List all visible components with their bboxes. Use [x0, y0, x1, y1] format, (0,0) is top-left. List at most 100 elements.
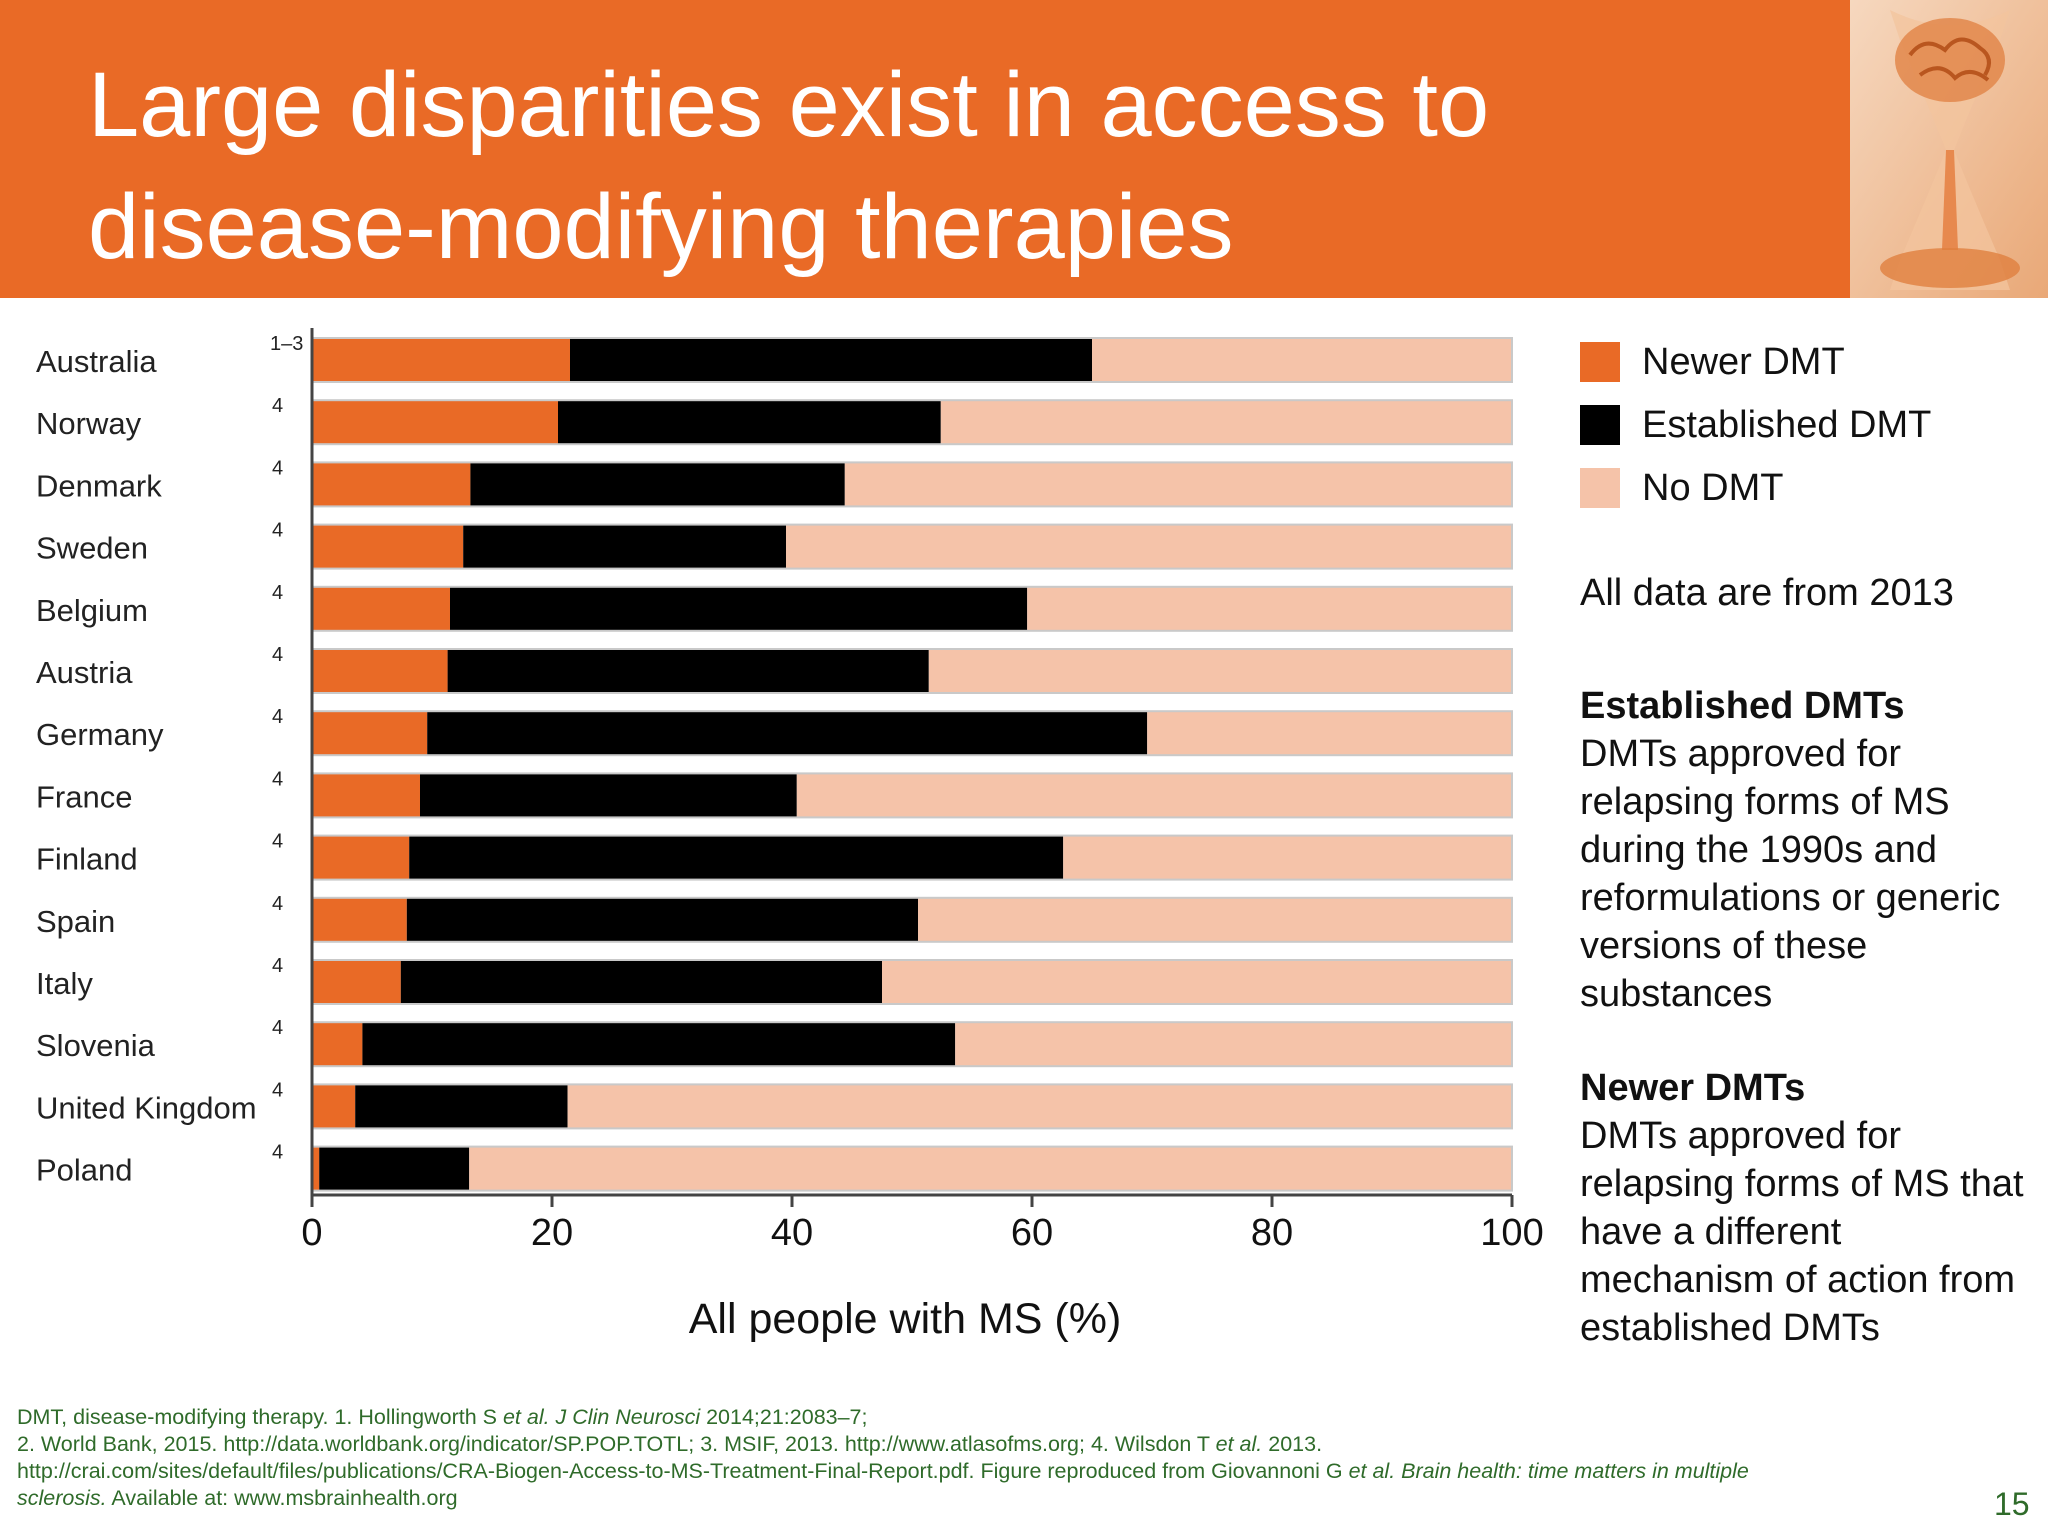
category-label-italy: Italy — [36, 966, 93, 1001]
reference-mark-united-kingdom: 4 — [272, 1079, 283, 1101]
reference-mark-germany: 4 — [272, 706, 283, 728]
category-label-slovenia: Slovenia — [36, 1028, 156, 1063]
reference-mark-poland: 4 — [272, 1142, 283, 1164]
x-axis-title: All people with MS (%) — [689, 1295, 1122, 1343]
bar-australia-established-dmt — [570, 338, 1092, 382]
references-footnote: DMT, disease-modifying therapy. 1. Holli… — [17, 1404, 1917, 1512]
category-label-united-kingdom: United Kingdom — [36, 1090, 257, 1125]
bar-austria-no-dmt — [928, 649, 1512, 693]
reference-mark-france: 4 — [272, 768, 283, 790]
bar-finland-established-dmt — [409, 835, 1064, 880]
bar-france-newer-dmt — [312, 773, 420, 818]
reference-mark-italy: 4 — [272, 955, 283, 977]
bar-sweden-established-dmt — [463, 524, 786, 569]
bar-spain-no-dmt — [918, 897, 1512, 942]
bar-denmark-established-dmt — [470, 462, 845, 507]
category-labels: Australia 1–3 Norway 4 Denmark 4 Sweden 4 Belgiu… — [36, 333, 303, 1188]
reference-mark-denmark: 4 — [272, 457, 283, 479]
category-label-germany: Germany — [36, 717, 164, 752]
bar-italy-no-dmt — [882, 960, 1512, 1004]
bar-spain-established-dmt — [406, 897, 918, 942]
category-label-spain: Spain — [36, 904, 115, 939]
category-label-france: France — [36, 779, 132, 814]
established-dmt-title: Established DMTs — [1580, 685, 1905, 727]
legend-swatch-newer-dmt — [1580, 342, 1620, 382]
x-tick-label-0: 0 — [301, 1212, 322, 1254]
category-label-poland: Poland — [36, 1153, 133, 1188]
legend-label-no-dmt: No DMT — [1642, 467, 1784, 509]
established-dmt-definition: Established DMTs DMTs approved for relap… — [1580, 682, 2040, 1018]
bar-germany-no-dmt — [1147, 711, 1512, 756]
newer-dmt-definition: Newer DMTs DMTs approved for relapsing f… — [1580, 1064, 2040, 1352]
bar-austria-newer-dmt — [312, 649, 448, 693]
category-label-sweden: Sweden — [36, 531, 148, 566]
slide-title-line2: disease-modifying therapies — [88, 176, 1234, 278]
reference-mark-sweden: 4 — [272, 520, 283, 542]
legend-label-newer-dmt: Newer DMT — [1642, 341, 1845, 383]
bar-norway-newer-dmt — [312, 400, 558, 445]
category-label-finland: Finland — [36, 842, 138, 877]
bar-norway-no-dmt — [940, 400, 1512, 445]
bar-united-kingdom-newer-dmt — [312, 1084, 356, 1129]
slide-title: Large disparities exist in access to dis… — [88, 44, 1788, 288]
x-axis: 0 20 40 60 80 100 — [301, 328, 1544, 1254]
newer-dmt-body: DMTs approved for relapsing forms of MS … — [1580, 1115, 2024, 1349]
category-label-norway: Norway — [36, 406, 142, 441]
reference-mark-spain: 4 — [272, 893, 283, 915]
reference-mark-norway: 4 — [272, 395, 283, 417]
slide-title-line1: Large disparities exist in access to — [88, 54, 1490, 156]
bar-finland-no-dmt — [1063, 835, 1512, 880]
bar-poland-established-dmt — [319, 1146, 470, 1191]
footnote-line4: sclerosis. Available at: www.msbrainheal… — [17, 1486, 458, 1510]
bar-denmark-newer-dmt — [312, 462, 471, 507]
x-tick-label-60: 60 — [1011, 1212, 1053, 1254]
bar-belgium-established-dmt — [450, 586, 1028, 631]
bar-france-no-dmt — [796, 773, 1512, 818]
bar-france-established-dmt — [420, 773, 797, 818]
x-tick-label-20: 20 — [531, 1212, 573, 1254]
bars-layer — [311, 337, 1513, 1192]
x-tick-label-80: 80 — [1251, 1212, 1293, 1254]
bar-denmark-no-dmt — [844, 462, 1512, 507]
hourglass-brain-image — [1850, 0, 2048, 298]
reference-mark-belgium: 4 — [272, 582, 283, 604]
bar-poland-no-dmt — [469, 1146, 1513, 1191]
bar-norway-established-dmt — [558, 400, 941, 445]
bar-austria-established-dmt — [447, 649, 929, 693]
year-note: All data are from 2013 — [1580, 572, 1954, 614]
legend-label-established-dmt: Established DMT — [1642, 404, 1932, 446]
category-label-belgium: Belgium — [36, 593, 148, 628]
bar-finland-newer-dmt — [312, 835, 410, 880]
bar-sweden-no-dmt — [786, 524, 1512, 569]
reference-mark-slovenia: 4 — [272, 1017, 283, 1039]
bar-belgium-no-dmt — [1027, 586, 1512, 631]
legend-swatch-established-dmt — [1580, 405, 1620, 445]
footnote-line1: DMT, disease-modifying therapy. 1. Holli… — [17, 1405, 868, 1429]
footnote-line2: 2. World Bank, 2015. http://data.worldba… — [17, 1432, 1323, 1456]
bar-sweden-newer-dmt — [312, 524, 464, 569]
reference-mark-finland: 4 — [272, 831, 283, 853]
established-dmt-body: DMTs approved for relapsing forms of MS … — [1580, 733, 2001, 1015]
bar-slovenia-established-dmt — [362, 1022, 956, 1067]
bar-australia-newer-dmt — [312, 338, 570, 382]
newer-dmt-title: Newer DMTs — [1580, 1067, 1806, 1109]
bar-italy-newer-dmt — [312, 960, 401, 1004]
bar-slovenia-newer-dmt — [312, 1022, 363, 1067]
bar-spain-newer-dmt — [312, 897, 407, 942]
bar-slovenia-no-dmt — [955, 1022, 1512, 1067]
bar-australia-no-dmt — [1092, 338, 1512, 382]
bar-italy-established-dmt — [400, 960, 882, 1004]
reference-mark-austria: 4 — [272, 644, 283, 666]
bar-united-kingdom-established-dmt — [355, 1084, 568, 1129]
page-number: 15 — [1994, 1486, 2030, 1522]
bar-germany-newer-dmt — [312, 711, 428, 756]
stacked-bar-chart: Australia 1–3 Norway 4 Denmark 4 Sweden 4 Belgiu… — [36, 328, 1544, 1343]
x-tick-label-40: 40 — [771, 1212, 813, 1254]
category-label-australia: Australia — [36, 344, 157, 379]
reference-mark-australia: 1–3 — [270, 333, 303, 355]
bar-germany-established-dmt — [427, 711, 1148, 756]
bar-united-kingdom-no-dmt — [567, 1084, 1512, 1129]
bar-belgium-newer-dmt — [312, 586, 450, 631]
category-label-denmark: Denmark — [36, 468, 162, 503]
category-label-austria: Austria — [36, 655, 133, 690]
